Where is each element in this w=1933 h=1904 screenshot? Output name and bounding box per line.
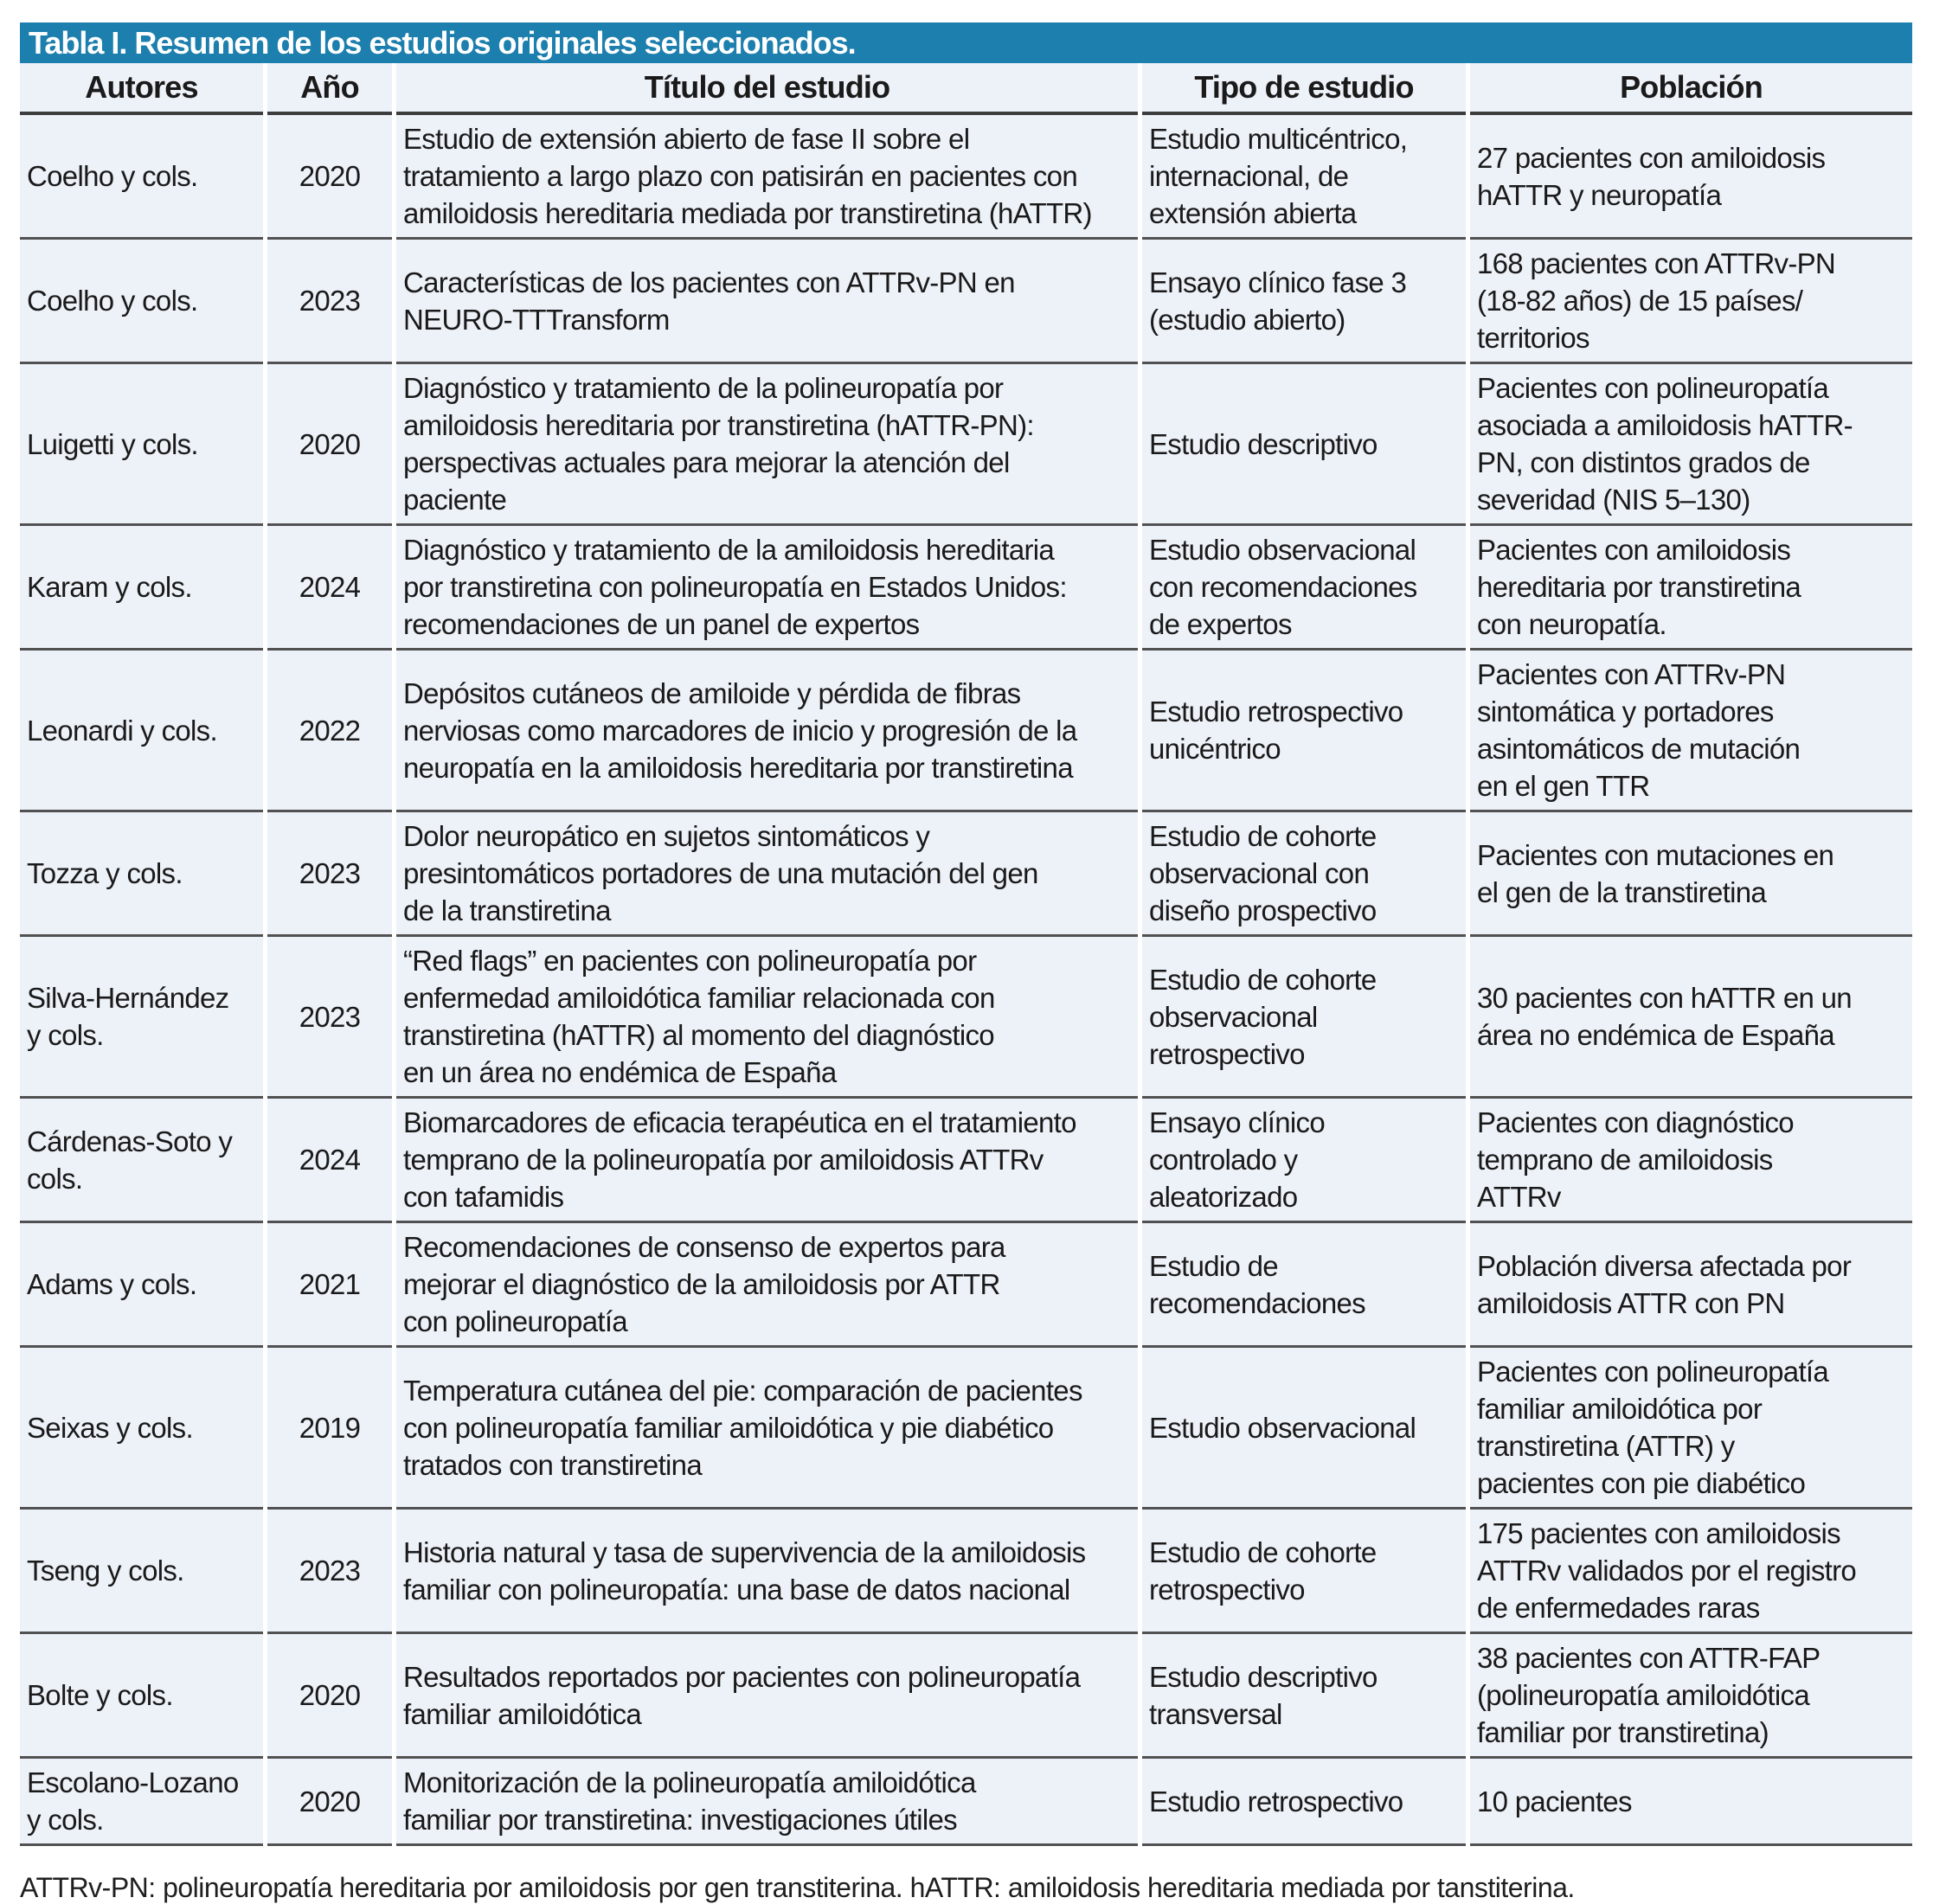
cell-tipo-row-2: Ensayo clínico fase 3 (estudio abierto): [1142, 237, 1466, 362]
cell-poblacion-row-10: Pacientes con polineuropatía familiar am…: [1470, 1345, 1912, 1507]
cell-poblacion-row-3: Pacientes con polineuropatía asociada a …: [1470, 362, 1912, 523]
cell-tipo-row-7: Estudio de cohorte observacional retrosp…: [1142, 934, 1466, 1096]
cell-poblacion-row-11: 175 pacientes con amiloidosis ATTRv vali…: [1470, 1507, 1912, 1632]
cell-poblacion-row-2: 168 pacientes con ATTRv-PN (18-82 años) …: [1470, 237, 1912, 362]
cell-tipo-row-12: Estudio descriptivo transversal: [1142, 1632, 1466, 1756]
cell-titulo-row-10: Temperatura cutánea del pie: comparación…: [396, 1345, 1138, 1507]
cell-poblacion-row-8: Pacientes con diagnóstico temprano de am…: [1470, 1096, 1912, 1221]
cell-titulo-row-12: Resultados reportados por pacientes con …: [396, 1632, 1138, 1756]
cell-titulo-row-2: Características de los pacientes con ATT…: [396, 237, 1138, 362]
table-title-bar: Tabla I. Resumen de los estudios origina…: [20, 22, 1912, 63]
cell-tipo-row-4: Estudio observacional con recomendacione…: [1142, 523, 1466, 648]
cell-ano-row-5: 2022: [267, 648, 392, 810]
cell-titulo-row-11: Historia natural y tasa de supervivencia…: [396, 1507, 1138, 1632]
cell-titulo-row-5: Depósitos cutáneos de amiloide y pérdida…: [396, 648, 1138, 810]
table-footnote: ATTRv-PN: polineuropatía hereditaria por…: [20, 1872, 1575, 1903]
cell-ano-row-10: 2019: [267, 1345, 392, 1507]
studies-table: Autores Año Título del estudio Tipo de e…: [20, 63, 1912, 1846]
cell-ano-row-7: 2023: [267, 934, 392, 1096]
cell-ano-row-13: 2020: [267, 1756, 392, 1846]
cell-ano-row-12: 2020: [267, 1632, 392, 1756]
cell-titulo-row-7: “Red flags” en pacientes con polineuropa…: [396, 934, 1138, 1096]
cell-ano-row-2: 2023: [267, 237, 392, 362]
cell-ano-row-8: 2024: [267, 1096, 392, 1221]
cell-tipo-row-11: Estudio de cohorte retrospectivo: [1142, 1507, 1466, 1632]
cell-autores-row-13: Escolano-Lozano y cols.: [20, 1756, 263, 1846]
cell-poblacion-row-6: Pacientes con mutaciones en el gen de la…: [1470, 810, 1912, 934]
cell-autores-row-3: Luigetti y cols.: [20, 362, 263, 523]
cell-titulo-row-9: Recomendaciones de consenso de expertos …: [396, 1221, 1138, 1345]
cell-tipo-row-13: Estudio retrospectivo: [1142, 1756, 1466, 1846]
cell-ano-row-4: 2024: [267, 523, 392, 648]
cell-ano-row-11: 2023: [267, 1507, 392, 1632]
cell-poblacion-row-12: 38 pacientes con ATTR-FAP (polineuropatí…: [1470, 1632, 1912, 1756]
cell-autores-row-12: Bolte y cols.: [20, 1632, 263, 1756]
cell-autores-row-10: Seixas y cols.: [20, 1345, 263, 1507]
cell-autores-row-5: Leonardi y cols.: [20, 648, 263, 810]
cell-autores-row-6: Tozza y cols.: [20, 810, 263, 934]
cell-titulo-row-6: Dolor neuropático en sujetos sintomático…: [396, 810, 1138, 934]
cell-tipo-row-1: Estudio multicéntrico, internacional, de…: [1142, 115, 1466, 237]
cell-titulo-row-8: Biomarcadores de eficacia terapéutica en…: [396, 1096, 1138, 1221]
cell-tipo-row-5: Estudio retrospectivo unicéntrico: [1142, 648, 1466, 810]
cell-poblacion-row-7: 30 pacientes con hATTR en un área no end…: [1470, 934, 1912, 1096]
cell-tipo-row-6: Estudio de cohorte observacional con dis…: [1142, 810, 1466, 934]
cell-autores-row-11: Tseng y cols.: [20, 1507, 263, 1632]
cell-poblacion-row-5: Pacientes con ATTRv-PN sintomática y por…: [1470, 648, 1912, 810]
cell-poblacion-row-13: 10 pacientes: [1470, 1756, 1912, 1846]
cell-ano-row-6: 2023: [267, 810, 392, 934]
cell-titulo-row-3: Diagnóstico y tratamiento de la polineur…: [396, 362, 1138, 523]
cell-tipo-row-8: Ensayo clínico controlado y aleatorizado: [1142, 1096, 1466, 1221]
column-header-ano: Año: [267, 63, 392, 115]
cell-titulo-row-13: Monitorización de la polineuropatía amil…: [396, 1756, 1138, 1846]
cell-autores-row-9: Adams y cols.: [20, 1221, 263, 1345]
cell-poblacion-row-9: Población diversa afectada por amiloidos…: [1470, 1221, 1912, 1345]
cell-autores-row-2: Coelho y cols.: [20, 237, 263, 362]
cell-poblacion-row-1: 27 pacientes con amiloidosis hATTR y neu…: [1470, 115, 1912, 237]
cell-tipo-row-9: Estudio de recomendaciones: [1142, 1221, 1466, 1345]
cell-autores-row-8: Cárdenas-Soto y cols.: [20, 1096, 263, 1221]
cell-titulo-row-1: Estudio de extensión abierto de fase II …: [396, 115, 1138, 237]
cell-autores-row-7: Silva-Hernández y cols.: [20, 934, 263, 1096]
cell-tipo-row-3: Estudio descriptivo: [1142, 362, 1466, 523]
cell-ano-row-3: 2020: [267, 362, 392, 523]
column-header-titulo: Título del estudio: [396, 63, 1138, 115]
column-header-tipo: Tipo de estudio: [1142, 63, 1466, 115]
cell-titulo-row-4: Diagnóstico y tratamiento de la amiloido…: [396, 523, 1138, 648]
cell-autores-row-1: Coelho y cols.: [20, 115, 263, 237]
cell-ano-row-1: 2020: [267, 115, 392, 237]
column-header-autores: Autores: [20, 63, 263, 115]
cell-poblacion-row-4: Pacientes con amiloidosis hereditaria po…: [1470, 523, 1912, 648]
cell-tipo-row-10: Estudio observacional: [1142, 1345, 1466, 1507]
cell-autores-row-4: Karam y cols.: [20, 523, 263, 648]
table-title: Tabla I. Resumen de los estudios origina…: [29, 25, 857, 61]
cell-ano-row-9: 2021: [267, 1221, 392, 1345]
column-header-poblacion: Población: [1470, 63, 1912, 115]
